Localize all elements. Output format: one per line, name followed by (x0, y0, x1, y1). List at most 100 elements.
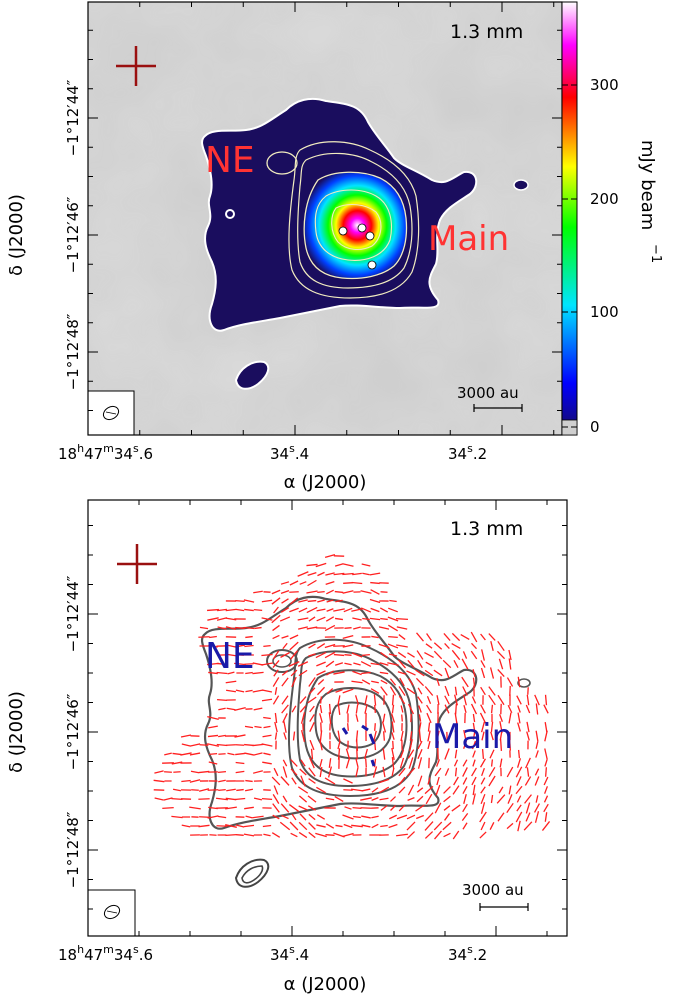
polarization-segment (498, 658, 504, 670)
polarization-segment (499, 758, 503, 768)
polarization-segment (436, 695, 440, 705)
polarization-segment (243, 824, 255, 828)
polarization-segment (378, 626, 390, 630)
top-xtick-342: 34s.2 (448, 442, 487, 463)
polarization-segment (372, 766, 378, 778)
polarization-segment (488, 686, 496, 696)
polarization-segment (461, 813, 469, 821)
polarization-segment (337, 695, 341, 705)
polarization-segment (397, 659, 407, 669)
polarization-segment (355, 714, 359, 722)
top-map (88, 2, 562, 435)
polarization-segment (199, 626, 209, 630)
polarization-segment (480, 821, 486, 831)
polarization-segment (400, 730, 404, 742)
colorbar-tick-300: 300 (590, 76, 619, 94)
polarization-segment (444, 642, 450, 650)
polarization-segment (342, 563, 354, 567)
polarization-segment (353, 815, 361, 819)
polarization-segment (399, 677, 405, 687)
polarization-segment (308, 831, 316, 839)
bottom-ytick-46-group: −1°12′46″ (64, 693, 82, 770)
polarization-segment (244, 608, 254, 612)
polarization-segment (153, 779, 165, 783)
polarization-segment (396, 814, 408, 820)
polarization-segment (508, 649, 512, 661)
bottom-ytick-44-group: −1°12′44″ (64, 575, 82, 652)
polarization-segment (253, 707, 263, 711)
polarization-segment (452, 785, 460, 795)
polarization-segment (534, 694, 540, 706)
polarization-segment (396, 626, 408, 630)
polarization-segment (324, 553, 336, 559)
polarization-segment (497, 694, 505, 706)
polarization-segment (225, 833, 237, 837)
polarization-segment (461, 658, 469, 670)
polarization-segment (261, 599, 273, 603)
polarization-segment (454, 703, 458, 715)
polarization-segment (389, 686, 397, 696)
polarization-segment (427, 722, 431, 732)
polarization-segment (373, 694, 377, 706)
polarization-segment (481, 649, 485, 661)
polarization-segment (335, 599, 343, 603)
polarization-segment (481, 767, 485, 777)
polarization-segment (263, 644, 271, 648)
polarization-segment (426, 712, 432, 724)
polarization-segment (517, 712, 521, 724)
polarization-segment (373, 730, 377, 742)
polarization-segment (262, 824, 272, 828)
polarization-segment (328, 712, 332, 724)
polarization-segment (352, 670, 362, 676)
polarization-segment (343, 582, 353, 584)
polarization-segment (442, 659, 452, 669)
polarization-segment (382, 713, 386, 723)
polarization-segment (388, 823, 398, 829)
polarization-segment (243, 599, 255, 603)
polarization-segment (326, 608, 334, 612)
polarization-segment (418, 714, 422, 722)
polarization-segment (398, 786, 406, 794)
polarization-segment (274, 721, 278, 733)
polarization-segment (535, 703, 539, 715)
polarization-segment (398, 767, 406, 777)
bottom-east-blob (517, 678, 531, 688)
polarization-segment (333, 653, 345, 657)
polarization-segment (281, 695, 289, 705)
polarization-segment (288, 661, 300, 667)
polarization-segment (355, 767, 359, 777)
polarization-segment (535, 750, 539, 758)
polarization-segment (362, 572, 370, 576)
polarization-segment (297, 617, 309, 621)
polarization-segment (371, 823, 379, 829)
polarization-segment (154, 797, 164, 801)
polarization-segment (216, 743, 228, 747)
polarization-segment (342, 634, 354, 640)
polarization-segment (309, 705, 315, 713)
top-xtick-346: 18h47m34s.6 (58, 442, 153, 463)
polarization-segment (282, 766, 288, 778)
polarization-segment (380, 805, 388, 811)
polarization-segment (360, 590, 372, 594)
polarization-segment (544, 759, 548, 767)
polarization-segment (517, 705, 521, 713)
polarization-segment (308, 767, 316, 777)
polarization-segment (525, 802, 531, 814)
polarization-segment (443, 633, 451, 641)
polarization-segment (207, 743, 219, 747)
polarization-segment (472, 784, 476, 796)
polarization-segment (273, 767, 279, 777)
polarization-segment (334, 662, 344, 666)
polarization-segment (236, 788, 244, 792)
polarization-segment (361, 788, 371, 792)
polarization-segment (309, 757, 315, 769)
polarization-segment (315, 651, 327, 659)
top-ytick-48-group: −1°12′48″ (64, 313, 82, 390)
polarization-segment (325, 834, 335, 836)
polarization-segment (479, 811, 487, 823)
polarization-segment (281, 814, 289, 820)
polarization-segment (297, 786, 309, 794)
polarization-segment (226, 689, 236, 693)
bottom-annotation-ne: NE (205, 636, 255, 677)
polarization-segment (282, 713, 288, 723)
